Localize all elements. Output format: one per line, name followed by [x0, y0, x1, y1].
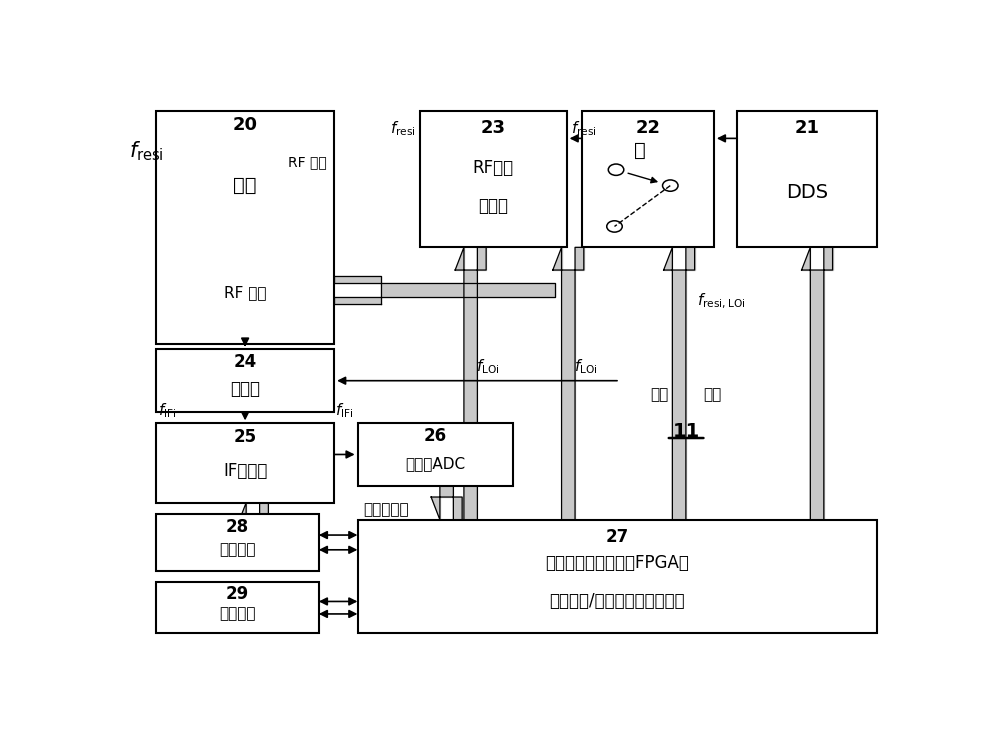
Bar — [156, 111, 334, 343]
Text: $f_\mathrm{LOi}$: $f_\mathrm{LOi}$ — [574, 357, 598, 376]
Text: $f_\mathrm{resi}$: $f_\mathrm{resi}$ — [571, 119, 597, 138]
Text: DDS: DDS — [786, 184, 828, 203]
Text: 22: 22 — [636, 119, 661, 137]
Text: 解调器: 解调器 — [230, 380, 260, 399]
Text: 26: 26 — [423, 427, 447, 444]
Text: 现场可编程门阵列（FPGA）: 现场可编程门阵列（FPGA） — [545, 554, 689, 572]
Text: 11: 11 — [672, 422, 700, 441]
Circle shape — [607, 221, 622, 232]
Text: 数字谱数据: 数字谱数据 — [364, 502, 409, 517]
Text: 调制器: 调制器 — [478, 198, 508, 215]
Text: 23: 23 — [481, 119, 506, 137]
Circle shape — [663, 180, 678, 192]
Polygon shape — [237, 503, 268, 525]
Bar — [358, 520, 877, 633]
Text: $f_\mathrm{LOi}$: $f_\mathrm{LOi}$ — [476, 357, 500, 376]
Bar — [156, 423, 334, 503]
Text: RF 输出: RF 输出 — [224, 285, 266, 300]
Text: 单通道ADC: 单通道ADC — [405, 455, 465, 471]
Polygon shape — [334, 276, 555, 304]
Polygon shape — [553, 248, 584, 520]
Polygon shape — [431, 486, 462, 520]
Text: IF放大器: IF放大器 — [223, 462, 267, 480]
Text: 线路: 线路 — [703, 388, 722, 402]
Circle shape — [608, 164, 624, 175]
Text: $f_\mathrm{resi, LOi}$: $f_\mathrm{resi, LOi}$ — [697, 292, 746, 311]
Text: 控制: 控制 — [651, 388, 669, 402]
Text: 探头: 探头 — [233, 176, 257, 195]
Bar — [156, 582, 319, 633]
Text: 24: 24 — [234, 353, 257, 371]
Text: 29: 29 — [226, 584, 249, 603]
Text: 25: 25 — [234, 428, 257, 447]
Text: $f_\mathrm{resi}$: $f_\mathrm{resi}$ — [390, 119, 416, 138]
Polygon shape — [455, 248, 486, 520]
Bar — [156, 349, 334, 412]
Polygon shape — [664, 248, 695, 520]
Text: 脉冲序列/获取控制和信号处理: 脉冲序列/获取控制和信号处理 — [549, 593, 685, 610]
Text: 门: 门 — [634, 142, 646, 161]
Bar — [156, 514, 319, 571]
Text: RF 输入: RF 输入 — [288, 156, 326, 170]
Text: 20: 20 — [233, 116, 258, 134]
Text: 27: 27 — [606, 528, 629, 546]
Text: RF脉冲: RF脉冲 — [473, 159, 514, 178]
Bar — [582, 111, 714, 248]
Bar — [358, 423, 512, 486]
Text: 安全芯片: 安全芯片 — [219, 607, 256, 621]
Text: 21: 21 — [794, 119, 820, 137]
Bar — [737, 111, 877, 248]
Text: $f_\mathrm{resi}$: $f_\mathrm{resi}$ — [129, 139, 164, 163]
Bar — [420, 111, 567, 248]
Text: $f_\mathrm{IFi}$: $f_\mathrm{IFi}$ — [335, 402, 354, 420]
Text: 用户接口: 用户接口 — [219, 542, 256, 556]
Text: 28: 28 — [226, 517, 249, 536]
Text: $f_\mathrm{IFi}$: $f_\mathrm{IFi}$ — [158, 402, 177, 420]
Polygon shape — [802, 248, 833, 520]
